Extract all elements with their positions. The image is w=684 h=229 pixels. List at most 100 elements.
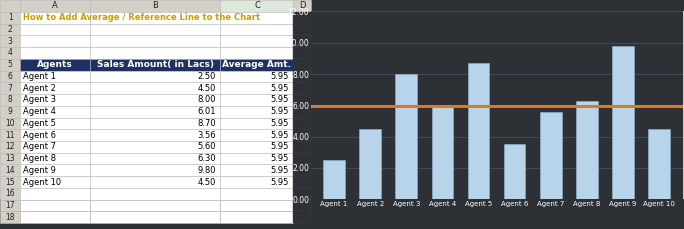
Bar: [90, 211, 220, 223]
Bar: [323, 160, 345, 199]
Bar: [0, 82, 21, 94]
Bar: [90, 164, 220, 176]
Bar: [21, 24, 90, 35]
Bar: [0, 24, 21, 35]
Bar: [293, 94, 311, 106]
Text: 5.95: 5.95: [270, 142, 289, 151]
Text: 5.95: 5.95: [270, 95, 289, 104]
Text: 16: 16: [5, 189, 15, 198]
Text: 13: 13: [5, 154, 15, 163]
Text: 8: 8: [8, 95, 12, 104]
Bar: [395, 74, 417, 199]
Text: 6.30: 6.30: [197, 154, 216, 163]
Bar: [21, 71, 90, 82]
Bar: [90, 59, 220, 71]
Bar: [359, 129, 381, 199]
Bar: [90, 24, 220, 35]
Bar: [0, 0, 21, 12]
Bar: [220, 35, 293, 47]
Text: 12: 12: [5, 142, 15, 151]
Bar: [21, 106, 90, 117]
Bar: [0, 71, 21, 82]
Bar: [220, 153, 293, 164]
Bar: [0, 47, 21, 59]
Bar: [576, 101, 598, 199]
Bar: [21, 94, 90, 106]
Text: 18: 18: [5, 213, 15, 222]
Bar: [0, 117, 21, 129]
Bar: [293, 211, 311, 223]
Bar: [21, 176, 90, 188]
Text: 5.95: 5.95: [270, 177, 289, 187]
Text: 5.95: 5.95: [270, 154, 289, 163]
Bar: [90, 106, 220, 117]
Bar: [220, 129, 293, 141]
Text: 4.50: 4.50: [198, 84, 216, 93]
Text: 3: 3: [8, 37, 12, 46]
Bar: [293, 164, 311, 176]
Text: 6.01: 6.01: [197, 107, 216, 116]
Text: 9: 9: [8, 107, 12, 116]
Bar: [21, 59, 90, 71]
Bar: [220, 106, 293, 117]
Text: 17: 17: [5, 201, 15, 210]
Text: 10: 10: [5, 119, 15, 128]
Bar: [293, 188, 311, 200]
Text: 4.50: 4.50: [198, 177, 216, 187]
Bar: [90, 12, 220, 24]
Bar: [0, 106, 21, 117]
Bar: [0, 94, 21, 106]
Text: Agent 7: Agent 7: [23, 142, 56, 151]
Bar: [293, 71, 311, 82]
Bar: [21, 211, 90, 223]
Bar: [293, 153, 311, 164]
Text: Agent 2: Agent 2: [23, 84, 56, 93]
Bar: [21, 164, 90, 176]
Text: 5.60: 5.60: [197, 142, 216, 151]
Text: 9.80: 9.80: [197, 166, 216, 175]
Bar: [21, 12, 90, 24]
Bar: [293, 0, 311, 12]
Bar: [90, 0, 220, 12]
Bar: [0, 129, 21, 141]
Bar: [21, 82, 90, 94]
Text: Agent 5: Agent 5: [23, 119, 56, 128]
Bar: [220, 0, 293, 12]
Bar: [21, 0, 90, 12]
Bar: [0, 188, 21, 200]
Bar: [21, 188, 90, 200]
Text: 5: 5: [8, 60, 12, 69]
Text: 5.95: 5.95: [270, 84, 289, 93]
Bar: [90, 71, 220, 82]
Bar: [0, 35, 21, 47]
Bar: [21, 35, 90, 47]
Bar: [220, 59, 293, 71]
Bar: [293, 200, 311, 211]
Bar: [220, 211, 293, 223]
Text: B: B: [153, 1, 158, 11]
Bar: [293, 106, 311, 117]
Text: D: D: [299, 1, 305, 11]
Text: 3.56: 3.56: [197, 131, 216, 140]
Text: Agent 9: Agent 9: [23, 166, 56, 175]
Bar: [0, 164, 21, 176]
Bar: [90, 82, 220, 94]
Bar: [21, 153, 90, 164]
Bar: [220, 24, 293, 35]
Bar: [21, 47, 90, 59]
Text: Sales Amount( in Lacs): Sales Amount( in Lacs): [96, 60, 214, 69]
Bar: [0, 200, 21, 211]
Bar: [90, 94, 220, 106]
Bar: [432, 105, 453, 199]
Text: 6: 6: [8, 72, 12, 81]
Bar: [220, 200, 293, 211]
Bar: [21, 129, 90, 141]
Text: 8.70: 8.70: [197, 119, 216, 128]
Bar: [0, 12, 21, 24]
Text: Agent 10: Agent 10: [23, 177, 62, 187]
Text: Agent 8: Agent 8: [23, 154, 56, 163]
Bar: [293, 59, 311, 71]
Bar: [220, 164, 293, 176]
Bar: [90, 47, 220, 59]
Text: C: C: [254, 1, 260, 11]
